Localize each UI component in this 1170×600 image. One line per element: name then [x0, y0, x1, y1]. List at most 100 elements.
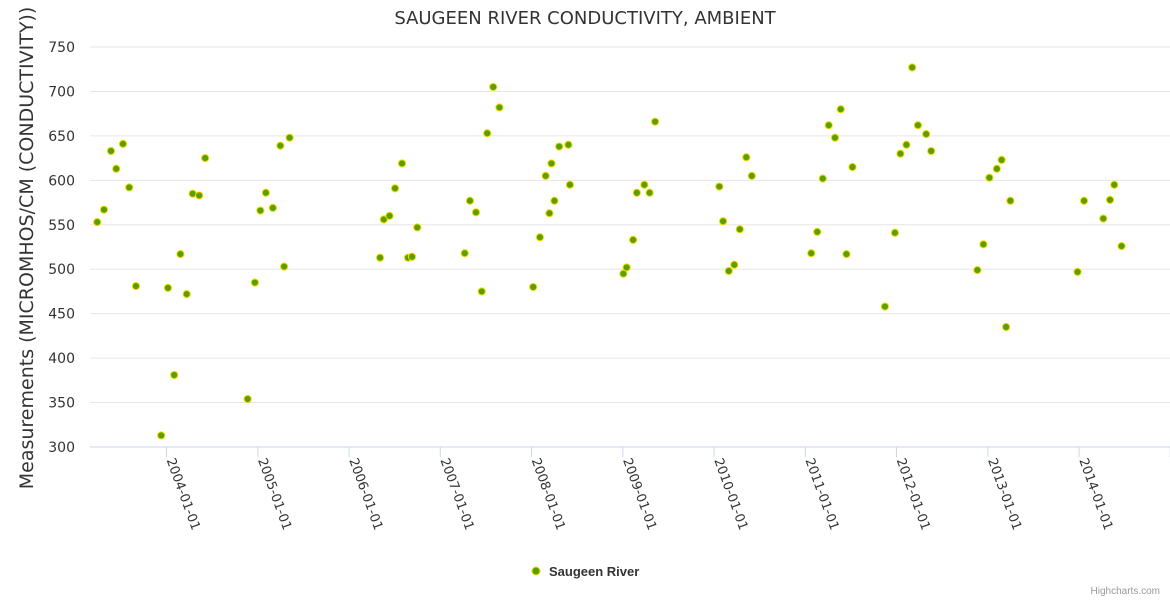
data-point[interactable] — [973, 266, 982, 275]
chart-title: SAUGEEN RIVER CONDUCTIVITY, AMBIENT — [394, 8, 776, 29]
data-point[interactable] — [735, 225, 744, 234]
series-saugeen-river[interactable] — [93, 63, 1126, 440]
data-point[interactable] — [992, 164, 1001, 173]
data-point[interactable] — [836, 105, 845, 114]
data-point[interactable] — [742, 153, 751, 162]
credits-link[interactable]: Highcharts.com — [1091, 586, 1160, 597]
data-point[interactable] — [807, 249, 816, 258]
data-point[interactable] — [489, 82, 498, 92]
x-tick-label: 2015-01-01 — [1166, 456, 1170, 532]
data-point[interactable] — [985, 173, 994, 182]
data-point[interactable] — [256, 206, 265, 215]
data-point[interactable] — [997, 155, 1006, 164]
data-point[interactable] — [195, 191, 204, 200]
data-point[interactable] — [927, 146, 936, 156]
data-point[interactable] — [724, 266, 733, 276]
data-point[interactable] — [565, 180, 575, 189]
data-point[interactable] — [890, 228, 900, 237]
data-point[interactable] — [465, 196, 475, 205]
data-point[interactable] — [261, 188, 270, 197]
data-point[interactable] — [407, 252, 417, 261]
data-point[interactable] — [375, 253, 385, 262]
data-point[interactable] — [645, 188, 654, 197]
data-point[interactable] — [99, 205, 109, 214]
data-point[interactable] — [902, 140, 911, 149]
data-point[interactable] — [163, 283, 173, 292]
data-point[interactable] — [483, 129, 492, 138]
data-point[interactable] — [1006, 196, 1015, 205]
data-point[interactable] — [118, 139, 128, 148]
y-tick-label: 300 — [48, 440, 75, 456]
data-point[interactable] — [913, 121, 923, 130]
data-point[interactable] — [131, 282, 141, 291]
data-point[interactable] — [250, 278, 259, 287]
data-point[interactable] — [896, 149, 905, 158]
data-point[interactable] — [460, 249, 469, 258]
data-point[interactable] — [979, 240, 988, 249]
data-point[interactable] — [112, 164, 121, 173]
data-point[interactable] — [477, 287, 486, 296]
data-point[interactable] — [619, 269, 628, 278]
data-point[interactable] — [390, 184, 400, 193]
data-point[interactable] — [379, 215, 388, 224]
y-tick-label: 750 — [48, 40, 75, 56]
data-point[interactable] — [629, 235, 638, 244]
data-point[interactable] — [651, 117, 660, 126]
data-point[interactable] — [243, 394, 252, 404]
data-point[interactable] — [125, 183, 134, 192]
data-point[interactable] — [182, 290, 191, 299]
data-point[interactable] — [471, 208, 481, 217]
y-axis-label: Measurements (MICROMHOS/CM (CONDUCTIVITY… — [16, 7, 38, 490]
y-tick-label: 550 — [48, 218, 75, 234]
data-point[interactable] — [495, 103, 504, 112]
x-tick-label: 2012-01-01 — [893, 456, 933, 532]
data-point[interactable] — [848, 162, 857, 172]
data-point[interactable] — [280, 262, 289, 271]
data-point[interactable] — [922, 130, 931, 139]
data-point[interactable] — [176, 250, 185, 259]
data-point[interactable] — [545, 209, 554, 218]
data-point[interactable] — [201, 154, 210, 163]
data-point[interactable] — [285, 133, 294, 142]
data-point[interactable] — [1110, 180, 1119, 189]
data-point[interactable] — [541, 171, 550, 180]
data-point[interactable] — [564, 140, 573, 149]
data-point[interactable] — [640, 180, 649, 189]
data-point[interactable] — [550, 196, 559, 205]
legend-item-saugeen-river[interactable]: Saugeen River — [549, 564, 639, 579]
data-point[interactable] — [747, 171, 756, 180]
data-point[interactable] — [715, 182, 724, 191]
data-point[interactable] — [1117, 242, 1126, 251]
data-point[interactable] — [830, 133, 840, 142]
data-point[interactable] — [157, 431, 166, 440]
data-point[interactable] — [1002, 322, 1011, 332]
data-point[interactable] — [397, 159, 407, 168]
data-point[interactable] — [555, 142, 564, 151]
data-point[interactable] — [842, 250, 851, 259]
data-point[interactable] — [730, 260, 739, 269]
data-point[interactable] — [908, 63, 917, 72]
data-point[interactable] — [818, 174, 827, 183]
data-point[interactable] — [1079, 196, 1089, 205]
data-point[interactable] — [276, 141, 285, 150]
data-point[interactable] — [106, 146, 116, 156]
data-point[interactable] — [93, 218, 102, 227]
legend[interactable]: Saugeen River — [531, 564, 639, 579]
data-point[interactable] — [535, 233, 545, 242]
data-point[interactable] — [385, 211, 394, 220]
data-point[interactable] — [170, 370, 179, 380]
data-point[interactable] — [1099, 214, 1108, 223]
data-point[interactable] — [824, 121, 833, 130]
data-point[interactable] — [547, 159, 556, 168]
data-point[interactable] — [1105, 195, 1115, 204]
data-point[interactable] — [1073, 267, 1082, 276]
data-point[interactable] — [268, 203, 277, 212]
data-point[interactable] — [632, 188, 641, 197]
data-point[interactable] — [718, 217, 728, 226]
data-point[interactable] — [813, 227, 822, 236]
data-point[interactable] — [413, 223, 422, 232]
data-point[interactable] — [529, 282, 538, 292]
data-point[interactable] — [880, 302, 890, 311]
data-point[interactable] — [622, 263, 631, 272]
